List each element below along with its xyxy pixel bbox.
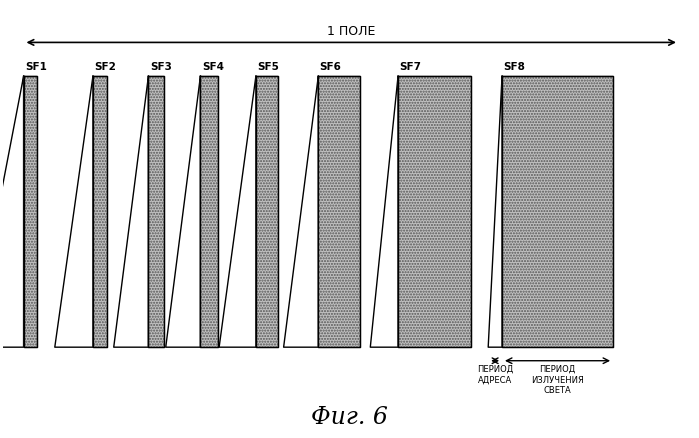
Polygon shape bbox=[398, 77, 471, 347]
Text: SF6: SF6 bbox=[319, 62, 342, 72]
Text: SF3: SF3 bbox=[150, 62, 172, 72]
Text: SF8: SF8 bbox=[503, 62, 526, 72]
Text: Фиг. 6: Фиг. 6 bbox=[311, 406, 388, 428]
Polygon shape bbox=[256, 77, 278, 347]
Text: 1 ПОЛЕ: 1 ПОЛЕ bbox=[327, 25, 375, 38]
Text: SF7: SF7 bbox=[399, 62, 421, 72]
Polygon shape bbox=[284, 77, 318, 347]
Text: SF2: SF2 bbox=[94, 62, 116, 72]
Polygon shape bbox=[93, 77, 107, 347]
Polygon shape bbox=[148, 77, 164, 347]
Polygon shape bbox=[219, 77, 256, 347]
Polygon shape bbox=[318, 77, 360, 347]
Polygon shape bbox=[55, 77, 93, 347]
Polygon shape bbox=[201, 77, 218, 347]
Polygon shape bbox=[488, 77, 502, 347]
Text: SF5: SF5 bbox=[257, 62, 279, 72]
Polygon shape bbox=[502, 77, 613, 347]
Polygon shape bbox=[166, 77, 201, 347]
Polygon shape bbox=[370, 77, 398, 347]
Text: ПЕРИОД
ИЗЛУЧЕНИЯ
СВЕТА: ПЕРИОД ИЗЛУЧЕНИЯ СВЕТА bbox=[531, 364, 584, 394]
Polygon shape bbox=[114, 77, 148, 347]
Text: ПЕРИОД
АДРЕСА: ПЕРИОД АДРЕСА bbox=[477, 364, 513, 384]
Text: SF4: SF4 bbox=[202, 62, 224, 72]
Text: SF1: SF1 bbox=[25, 62, 47, 72]
Polygon shape bbox=[24, 77, 38, 347]
Polygon shape bbox=[0, 77, 24, 347]
